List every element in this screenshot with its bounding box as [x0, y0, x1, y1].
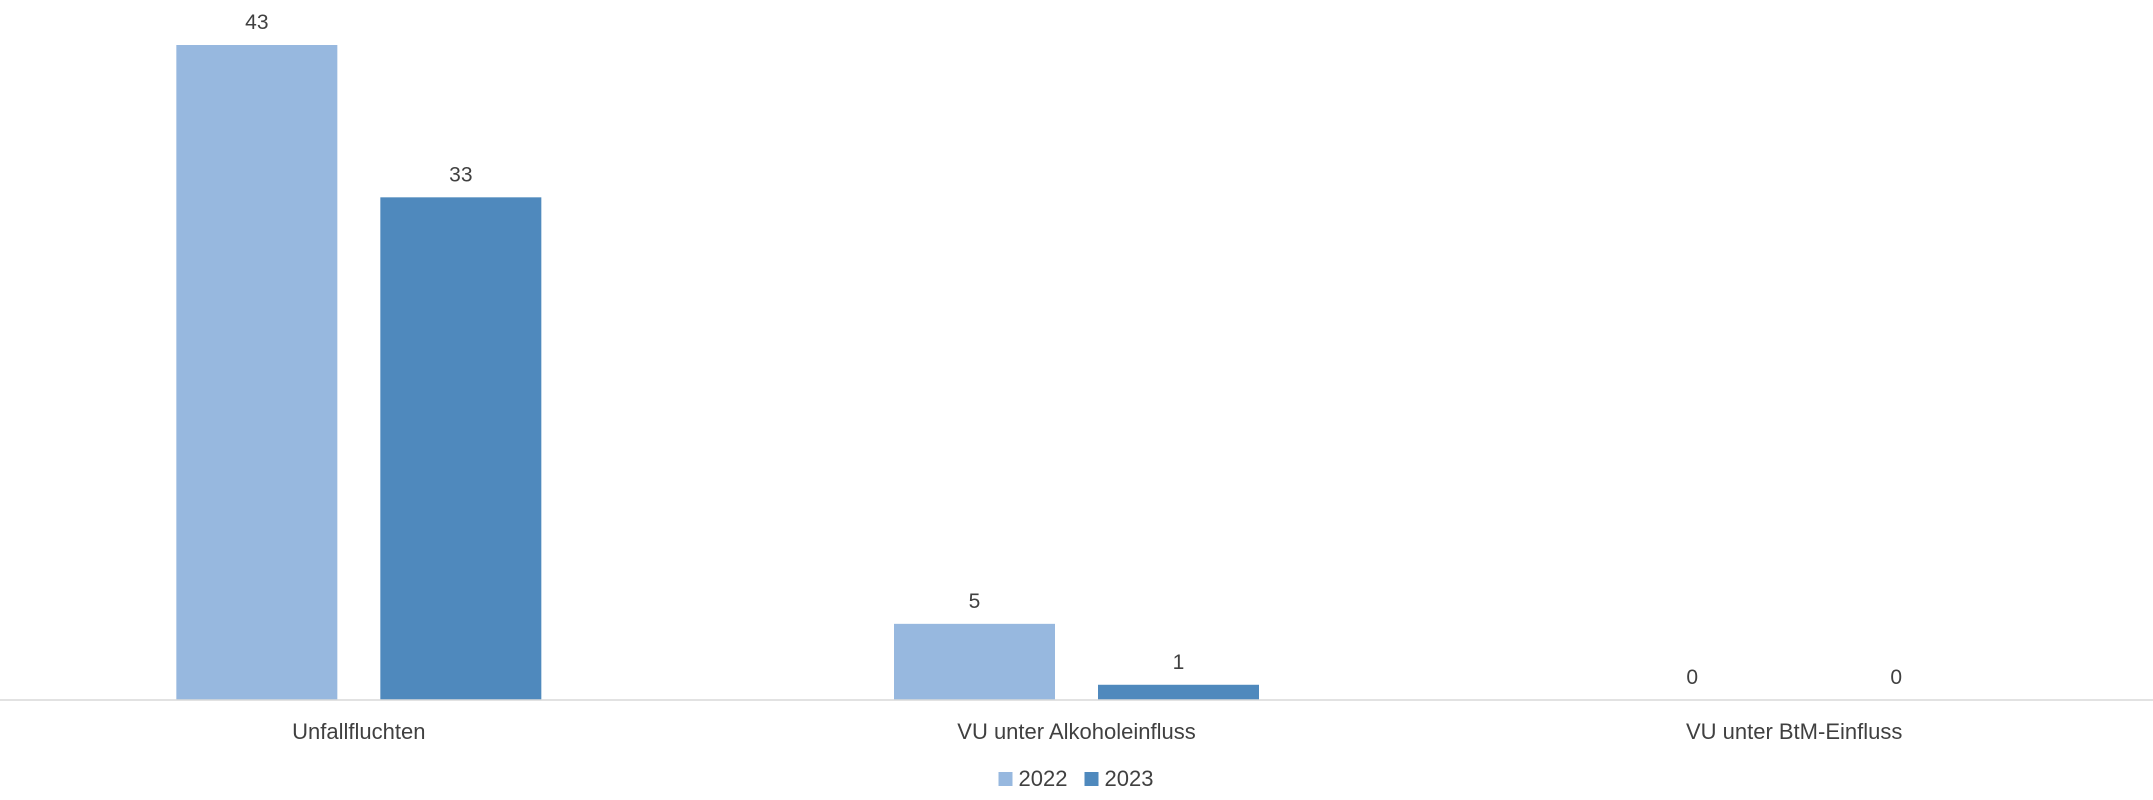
legend-label-2022: 2022 [1019, 766, 1068, 791]
x-tick-label: VU unter Alkoholeinfluss [957, 719, 1195, 744]
data-label-2022-1: 5 [969, 590, 981, 613]
x-tick-labels: Unfallfluchten VU unter Alkoholeinfluss VU… [292, 719, 1902, 744]
legend-swatch-2023 [1084, 772, 1099, 786]
bar-2022-1 [894, 623, 1055, 700]
data-label-2023-0: 33 [449, 163, 472, 186]
bar-2022-0 [176, 45, 338, 700]
data-label-2023-1: 1 [1173, 651, 1185, 674]
bars-group [176, 45, 1259, 701]
legend: 2022 2023 [998, 766, 1154, 791]
bar-2023-0 [380, 197, 542, 701]
x-tick-label: VU unter BtM-Einfluss [1686, 719, 1902, 744]
data-label-2022-2: 0 [1686, 666, 1698, 689]
x-tick-label: Unfallfluchten [292, 719, 425, 744]
bar-2023-1 [1098, 684, 1259, 700]
data-label-2023-2: 0 [1890, 666, 1902, 689]
legend-label-2023: 2023 [1105, 766, 1154, 791]
legend-swatch-2022 [998, 772, 1013, 786]
data-labels-group: 43 33 5 1 0 0 [245, 11, 1902, 689]
data-label-2022-0: 43 [245, 11, 268, 34]
